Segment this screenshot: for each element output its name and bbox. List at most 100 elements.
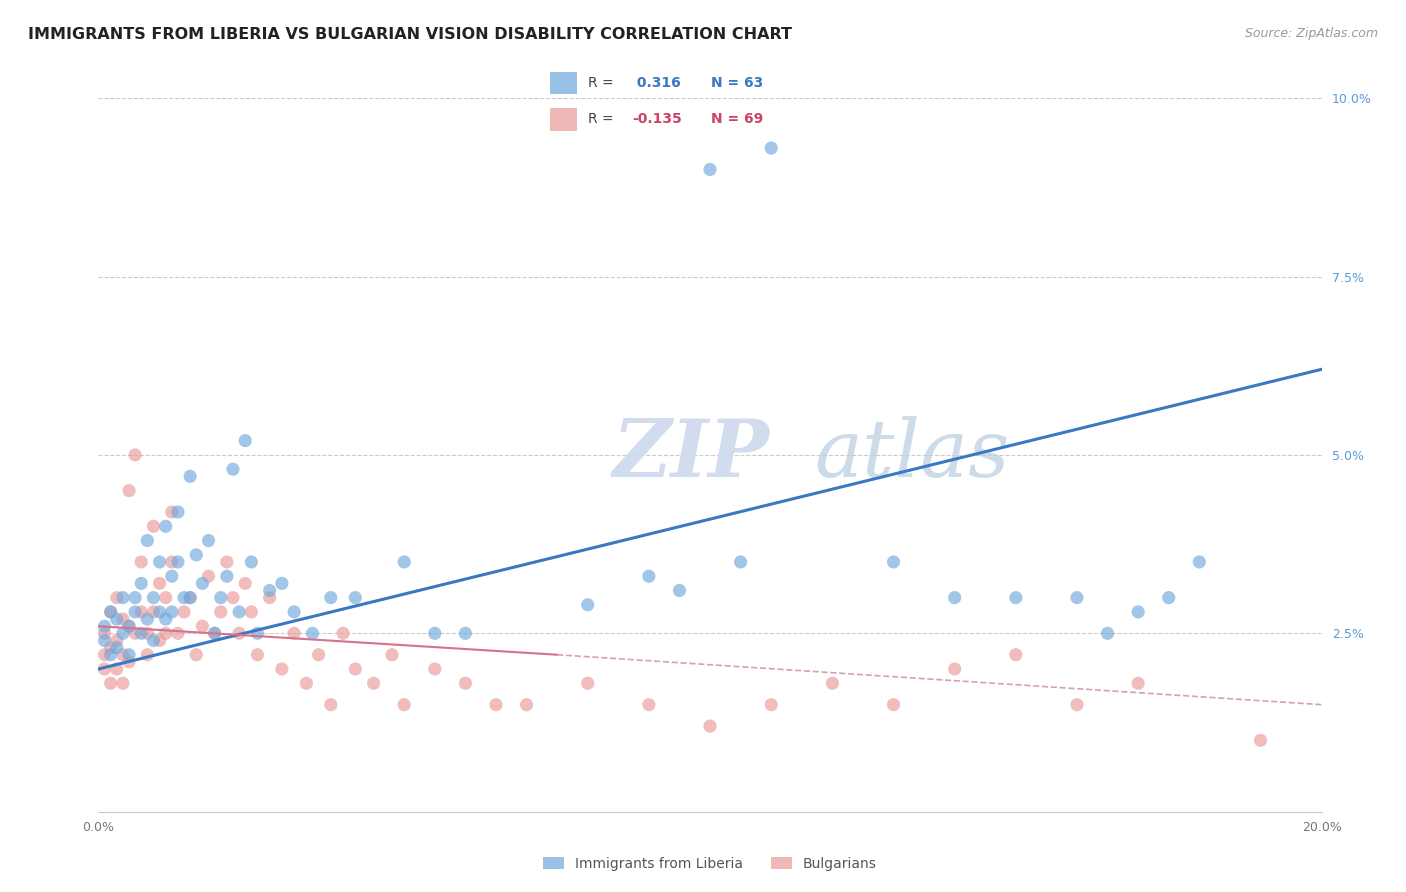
- Point: [204, 626, 226, 640]
- Point: [270, 576, 292, 591]
- Point: [142, 591, 165, 605]
- Point: [93, 633, 115, 648]
- Point: [215, 555, 238, 569]
- Point: [167, 555, 190, 569]
- Point: [93, 626, 115, 640]
- Point: [228, 626, 250, 640]
- Point: [423, 662, 446, 676]
- Point: [124, 605, 146, 619]
- Point: [149, 576, 172, 591]
- Point: [111, 626, 134, 640]
- Point: [1128, 676, 1150, 690]
- Point: [105, 591, 128, 605]
- Point: [149, 633, 172, 648]
- Point: [576, 676, 599, 690]
- Point: [392, 555, 416, 569]
- Point: [136, 533, 159, 548]
- Point: [233, 434, 256, 448]
- Point: [1249, 733, 1271, 747]
- Point: [149, 555, 172, 569]
- Point: [699, 719, 721, 733]
- Point: [124, 448, 146, 462]
- Point: [129, 626, 152, 640]
- Point: [105, 640, 128, 655]
- Point: [1097, 626, 1119, 640]
- Point: [240, 555, 263, 569]
- Point: [259, 591, 281, 605]
- Point: [111, 612, 134, 626]
- Point: [1188, 555, 1211, 569]
- Point: [155, 519, 177, 533]
- Point: [259, 583, 281, 598]
- Bar: [550, 71, 576, 95]
- Point: [124, 591, 146, 605]
- Point: [730, 555, 752, 569]
- Point: [215, 569, 238, 583]
- Point: [173, 605, 195, 619]
- Point: [209, 605, 232, 619]
- Text: IMMIGRANTS FROM LIBERIA VS BULGARIAN VISION DISABILITY CORRELATION CHART: IMMIGRANTS FROM LIBERIA VS BULGARIAN VIS…: [28, 27, 792, 42]
- Point: [191, 576, 214, 591]
- Point: [308, 648, 330, 662]
- Point: [167, 505, 190, 519]
- Point: [160, 605, 183, 619]
- Point: [1004, 648, 1026, 662]
- Point: [363, 676, 385, 690]
- Point: [129, 576, 152, 591]
- Point: [204, 626, 226, 640]
- Point: [160, 569, 183, 583]
- Text: N = 63: N = 63: [711, 76, 763, 90]
- Point: [1128, 605, 1150, 619]
- Point: [423, 626, 446, 640]
- Point: [173, 591, 195, 605]
- Point: [516, 698, 538, 712]
- Legend: Immigrants from Liberia, Bulgarians: Immigrants from Liberia, Bulgarians: [537, 851, 883, 876]
- Point: [167, 626, 190, 640]
- Point: [1066, 698, 1088, 712]
- Point: [283, 626, 305, 640]
- Point: [381, 648, 404, 662]
- Point: [155, 626, 177, 640]
- Point: [332, 626, 354, 640]
- Point: [100, 605, 122, 619]
- Point: [142, 519, 165, 533]
- Point: [668, 583, 690, 598]
- Point: [160, 555, 183, 569]
- Point: [105, 662, 128, 676]
- Point: [100, 676, 122, 690]
- Point: [142, 605, 165, 619]
- Point: [246, 626, 269, 640]
- Point: [100, 640, 122, 655]
- Point: [759, 698, 782, 712]
- Point: [179, 591, 201, 605]
- Point: [270, 662, 292, 676]
- Point: [222, 462, 245, 476]
- Text: R =: R =: [588, 112, 613, 127]
- Point: [111, 676, 134, 690]
- Text: atlas: atlas: [814, 417, 1010, 493]
- Point: [142, 633, 165, 648]
- Point: [136, 612, 159, 626]
- Point: [179, 591, 201, 605]
- Point: [240, 605, 263, 619]
- Point: [124, 626, 146, 640]
- Point: [246, 648, 269, 662]
- Point: [1066, 591, 1088, 605]
- Point: [179, 469, 201, 483]
- Point: [1004, 591, 1026, 605]
- Bar: [550, 108, 576, 130]
- Point: [118, 619, 141, 633]
- Point: [233, 576, 256, 591]
- Point: [118, 655, 141, 669]
- Point: [160, 505, 183, 519]
- Point: [392, 698, 416, 712]
- Point: [197, 569, 219, 583]
- Point: [155, 591, 177, 605]
- Point: [209, 591, 232, 605]
- Point: [191, 619, 214, 633]
- Point: [93, 648, 115, 662]
- Point: [319, 591, 342, 605]
- Point: [136, 648, 159, 662]
- Point: [100, 648, 122, 662]
- Text: 0.316: 0.316: [631, 76, 681, 90]
